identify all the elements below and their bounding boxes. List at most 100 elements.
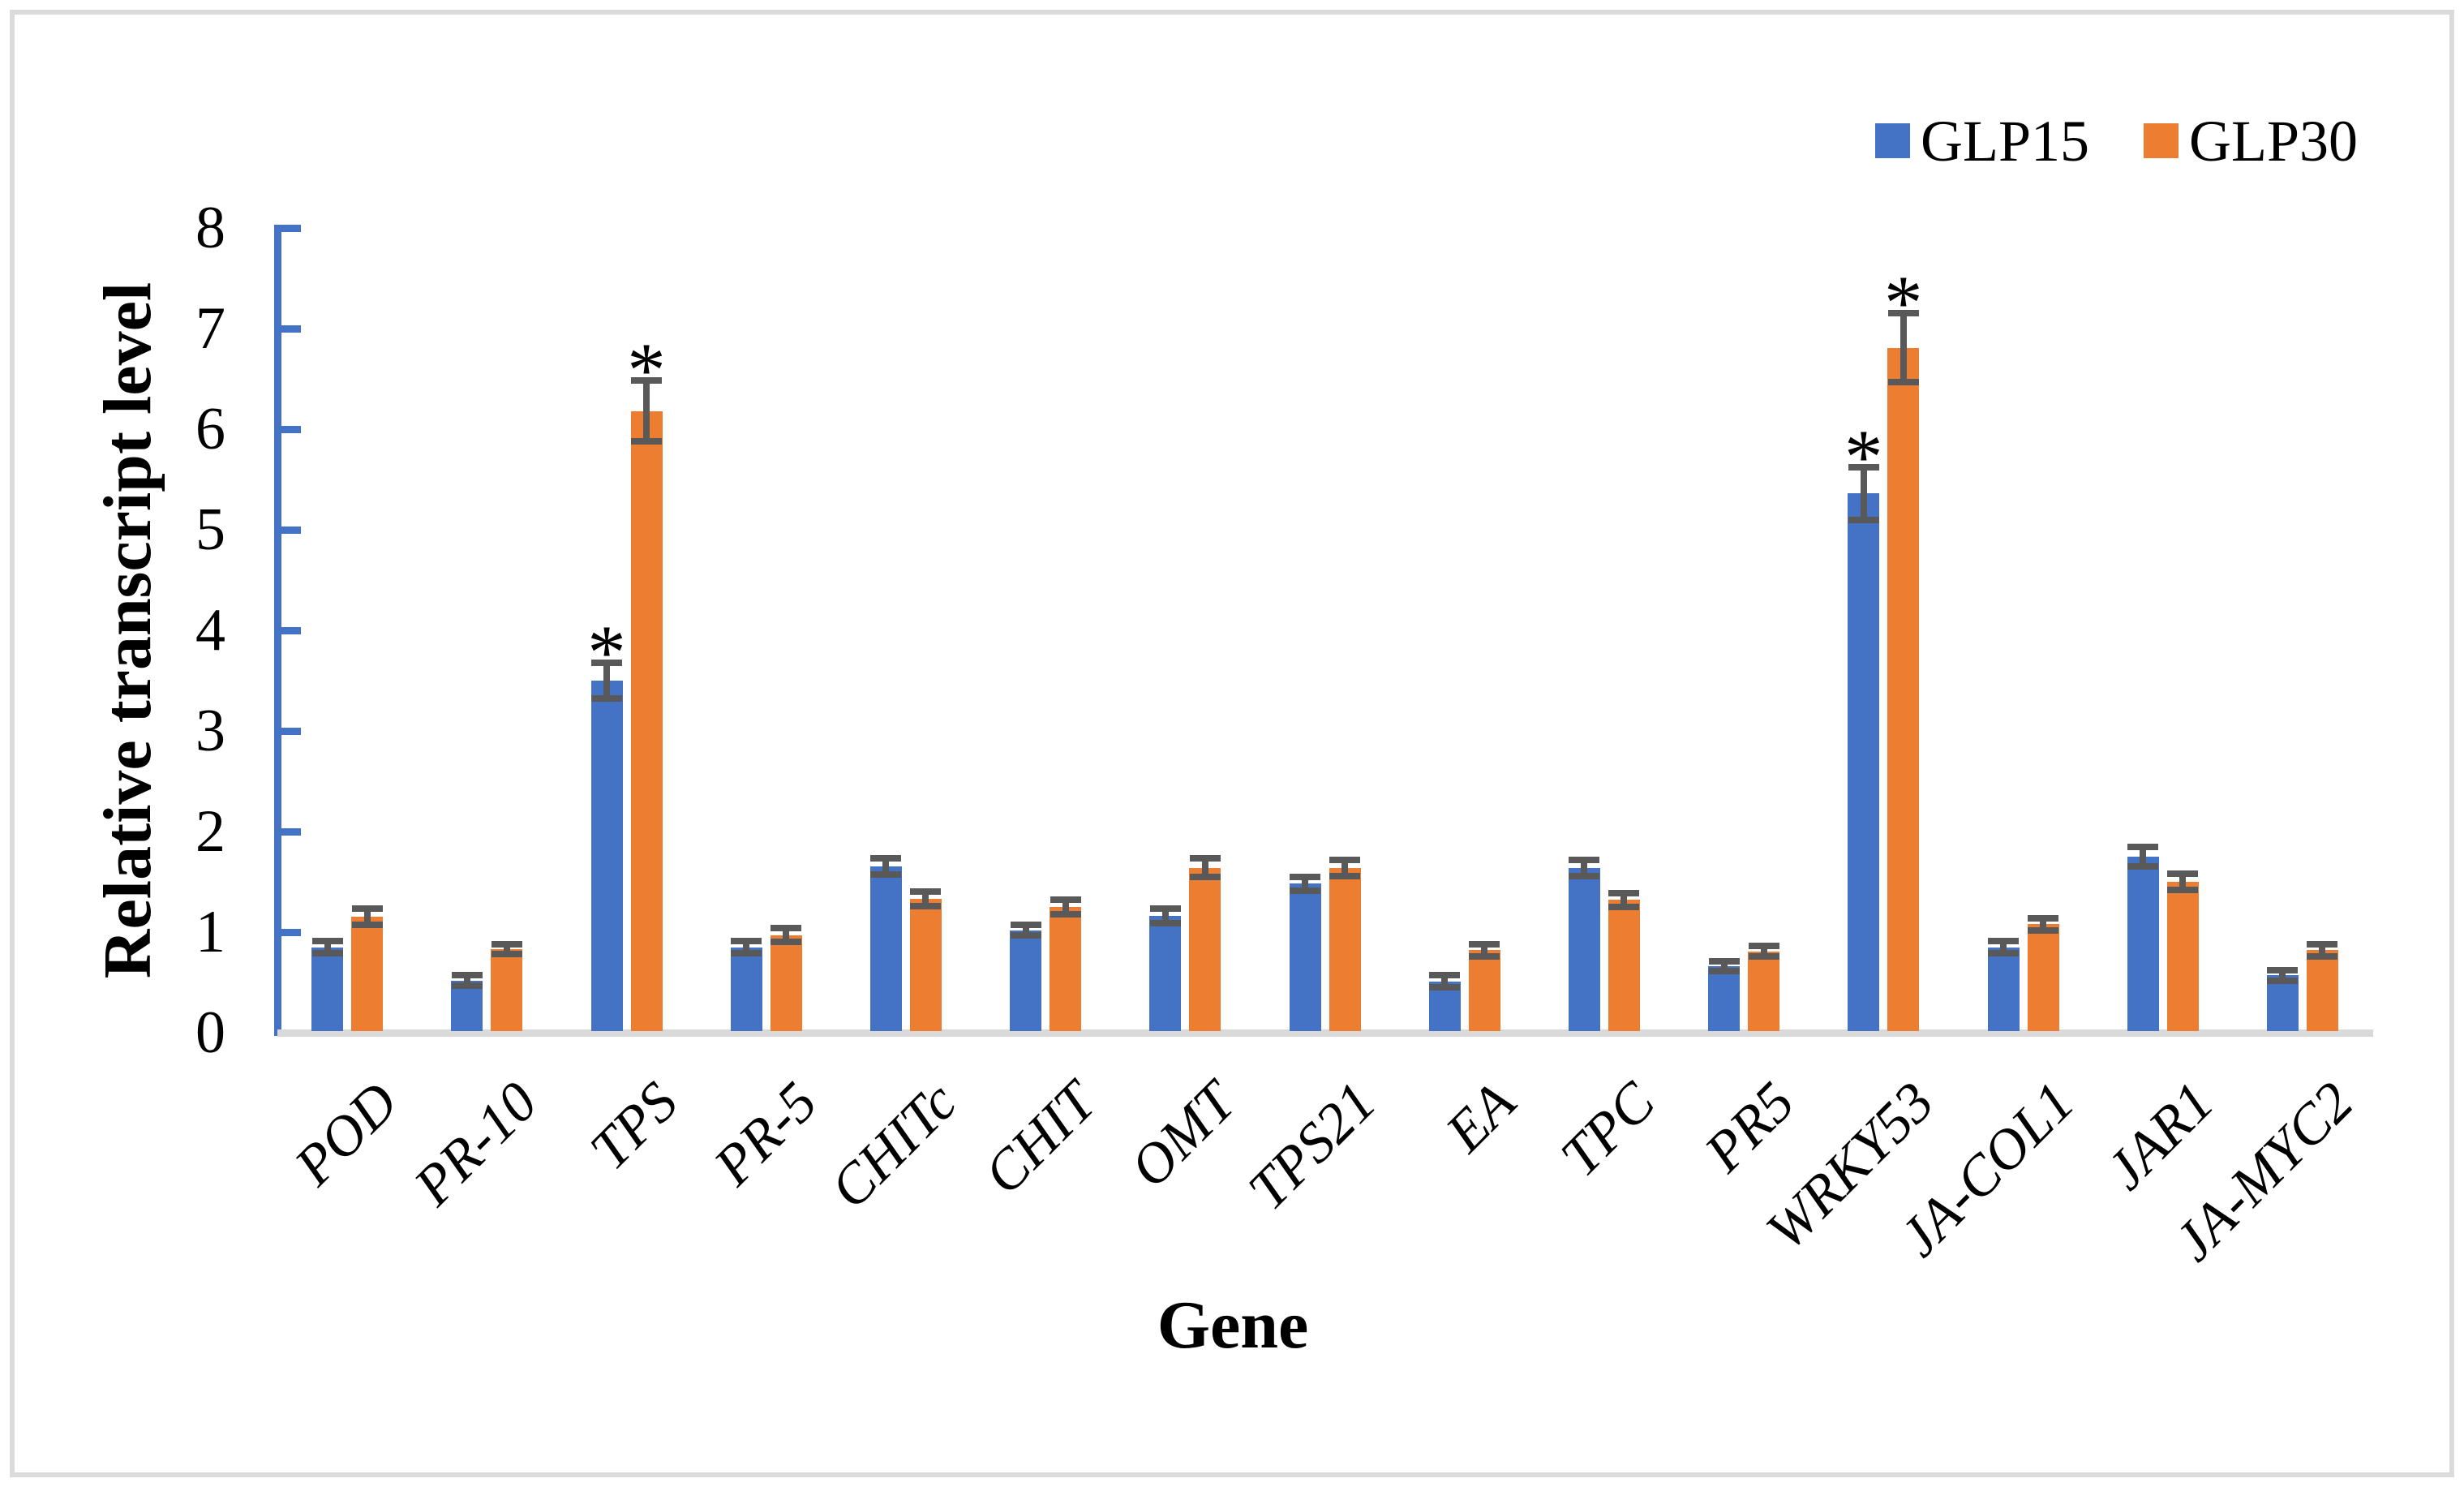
y-axis-tick <box>281 929 301 936</box>
error-bar-cap-top <box>1329 856 1360 863</box>
error-bar-line <box>363 909 371 926</box>
error-bar-cap-bottom <box>2167 886 2199 893</box>
y-axis-tick <box>281 325 301 333</box>
error-bar-cap-bottom <box>771 939 802 946</box>
error-bar-line <box>1201 858 1208 877</box>
error-bar-line <box>1022 925 1029 935</box>
error-bar-cap-bottom <box>1887 378 1919 385</box>
legend-item-glp30: GLP30 <box>2144 112 2358 170</box>
error-bar-cap-top <box>451 972 483 979</box>
significance-asterisk: * <box>1844 414 1883 501</box>
error-bar-cap-bottom <box>870 871 902 879</box>
bar-GLP30-POD <box>351 917 384 1031</box>
y-tick-label: 0 <box>195 999 225 1066</box>
bar-GLP30-CHITc <box>909 899 942 1031</box>
error-bar-cap-bottom <box>1189 873 1221 880</box>
error-bar-cap-bottom <box>1748 952 1779 960</box>
error-bar-cap-top <box>1429 972 1461 979</box>
y-axis-tick <box>281 828 301 836</box>
y-tick-label: 4 <box>195 597 225 664</box>
bar-GLP15-JA-COL1 <box>1987 947 2020 1031</box>
y-tick-label: 3 <box>195 698 225 764</box>
bar-GLP30-PR-10 <box>491 949 523 1031</box>
y-axis-tick <box>281 426 301 433</box>
error-bar-line <box>1720 961 1728 972</box>
error-bar-cap-top <box>1848 464 1879 471</box>
error-bar-cap-top <box>2307 940 2338 948</box>
error-bar-cap-top <box>1608 889 1640 896</box>
error-bar-cap-bottom <box>2267 977 2299 984</box>
bar-GLP15-TPS <box>590 681 623 1031</box>
bar-GLP30-WRKY53 <box>1887 347 1920 1031</box>
error-bar-line <box>1302 876 1308 892</box>
error-bar-cap-top <box>2127 843 2159 850</box>
error-bar-cap-top <box>1708 957 1740 965</box>
error-bar-line <box>2279 970 2286 981</box>
error-bar-cap-bottom <box>1569 872 1600 879</box>
bar-GLP15-JA-MYC2 <box>2266 975 2299 1031</box>
significance-asterisk: * <box>627 327 666 414</box>
bar-GLP30-JAR1 <box>2166 882 2199 1031</box>
error-bar-cap-top <box>1569 856 1600 863</box>
error-bar-cap-top <box>1748 943 1779 950</box>
bar-GLP15-CHIT <box>1010 930 1042 1031</box>
figure-border <box>10 10 2454 1477</box>
error-bar-cap-top <box>1988 938 2019 945</box>
error-bar-line <box>783 928 790 943</box>
error-bar-line <box>463 975 470 986</box>
error-bar-cap-bottom <box>351 922 383 929</box>
error-bar-line <box>643 380 650 441</box>
error-bar-cap-top <box>2167 870 2199 878</box>
legend-swatch-glp15 <box>1875 123 1910 158</box>
error-bar-cap-top <box>910 888 942 896</box>
significance-asterisk: * <box>587 608 626 695</box>
error-bar-line <box>1062 900 1069 914</box>
y-axis-tick <box>281 526 301 534</box>
error-bar-cap-bottom <box>1010 931 1041 939</box>
error-bar-cap-bottom <box>451 982 483 989</box>
error-bar-cap-bottom <box>1149 919 1181 926</box>
y-tick-label: 5 <box>195 496 225 563</box>
bar-GLP30-CHIT <box>1050 907 1082 1031</box>
y-tick-label: 6 <box>195 396 225 462</box>
error-bar-line <box>503 943 510 955</box>
error-bar-cap-top <box>1290 873 1320 880</box>
error-bar-cap-top <box>351 905 383 913</box>
x-axis-baseline <box>277 1029 2373 1037</box>
legend-label-glp30: GLP30 <box>2189 108 2359 174</box>
error-bar-cap-bottom <box>1848 516 1879 523</box>
error-bar-cap-bottom <box>1608 904 1640 910</box>
error-bar-cap-top <box>491 940 522 948</box>
error-bar-cap-bottom <box>1988 950 2019 957</box>
error-bar-cap-bottom <box>1329 872 1360 879</box>
error-bar-cap-top <box>1469 940 1500 948</box>
error-bar-cap-top <box>1149 905 1181 913</box>
error-bar-line <box>2140 846 2147 867</box>
error-bar-cap-bottom <box>631 437 662 445</box>
error-bar-cap-top <box>1189 855 1221 862</box>
error-bar-line <box>1860 467 1867 520</box>
error-bar-cap-bottom <box>591 695 622 703</box>
bar-GLP30-TPS21 <box>1329 867 1361 1031</box>
error-bar-cap-bottom <box>1290 887 1320 895</box>
error-bar-line <box>1620 892 1628 907</box>
bar-GLP15-PR5 <box>1708 966 1741 1031</box>
error-bar-line <box>743 941 750 954</box>
error-bar-cap-top <box>631 377 662 385</box>
bar-GLP15-PR-5 <box>730 947 762 1031</box>
legend-item-glp15: GLP15 <box>1875 112 2089 170</box>
bar-GLP30-JA-COL1 <box>2027 924 2059 1031</box>
error-bar-cap-bottom <box>2307 952 2338 960</box>
error-bar-cap-top <box>1050 896 1081 904</box>
y-axis-line <box>274 225 281 1036</box>
error-bar-cap-bottom <box>491 951 522 958</box>
error-bar-line <box>1900 313 1907 382</box>
error-bar-line <box>1161 909 1169 923</box>
y-tick-label: 7 <box>195 295 225 362</box>
error-bar-line <box>324 941 331 954</box>
bar-GLP15-JAR1 <box>2127 857 2159 1031</box>
bar-GLP30-JA-MYC2 <box>2306 950 2338 1031</box>
bar-GLP15-POD <box>311 947 344 1031</box>
bar-GLP30-EA <box>1468 950 1500 1031</box>
error-bar-cap-bottom <box>731 950 762 957</box>
